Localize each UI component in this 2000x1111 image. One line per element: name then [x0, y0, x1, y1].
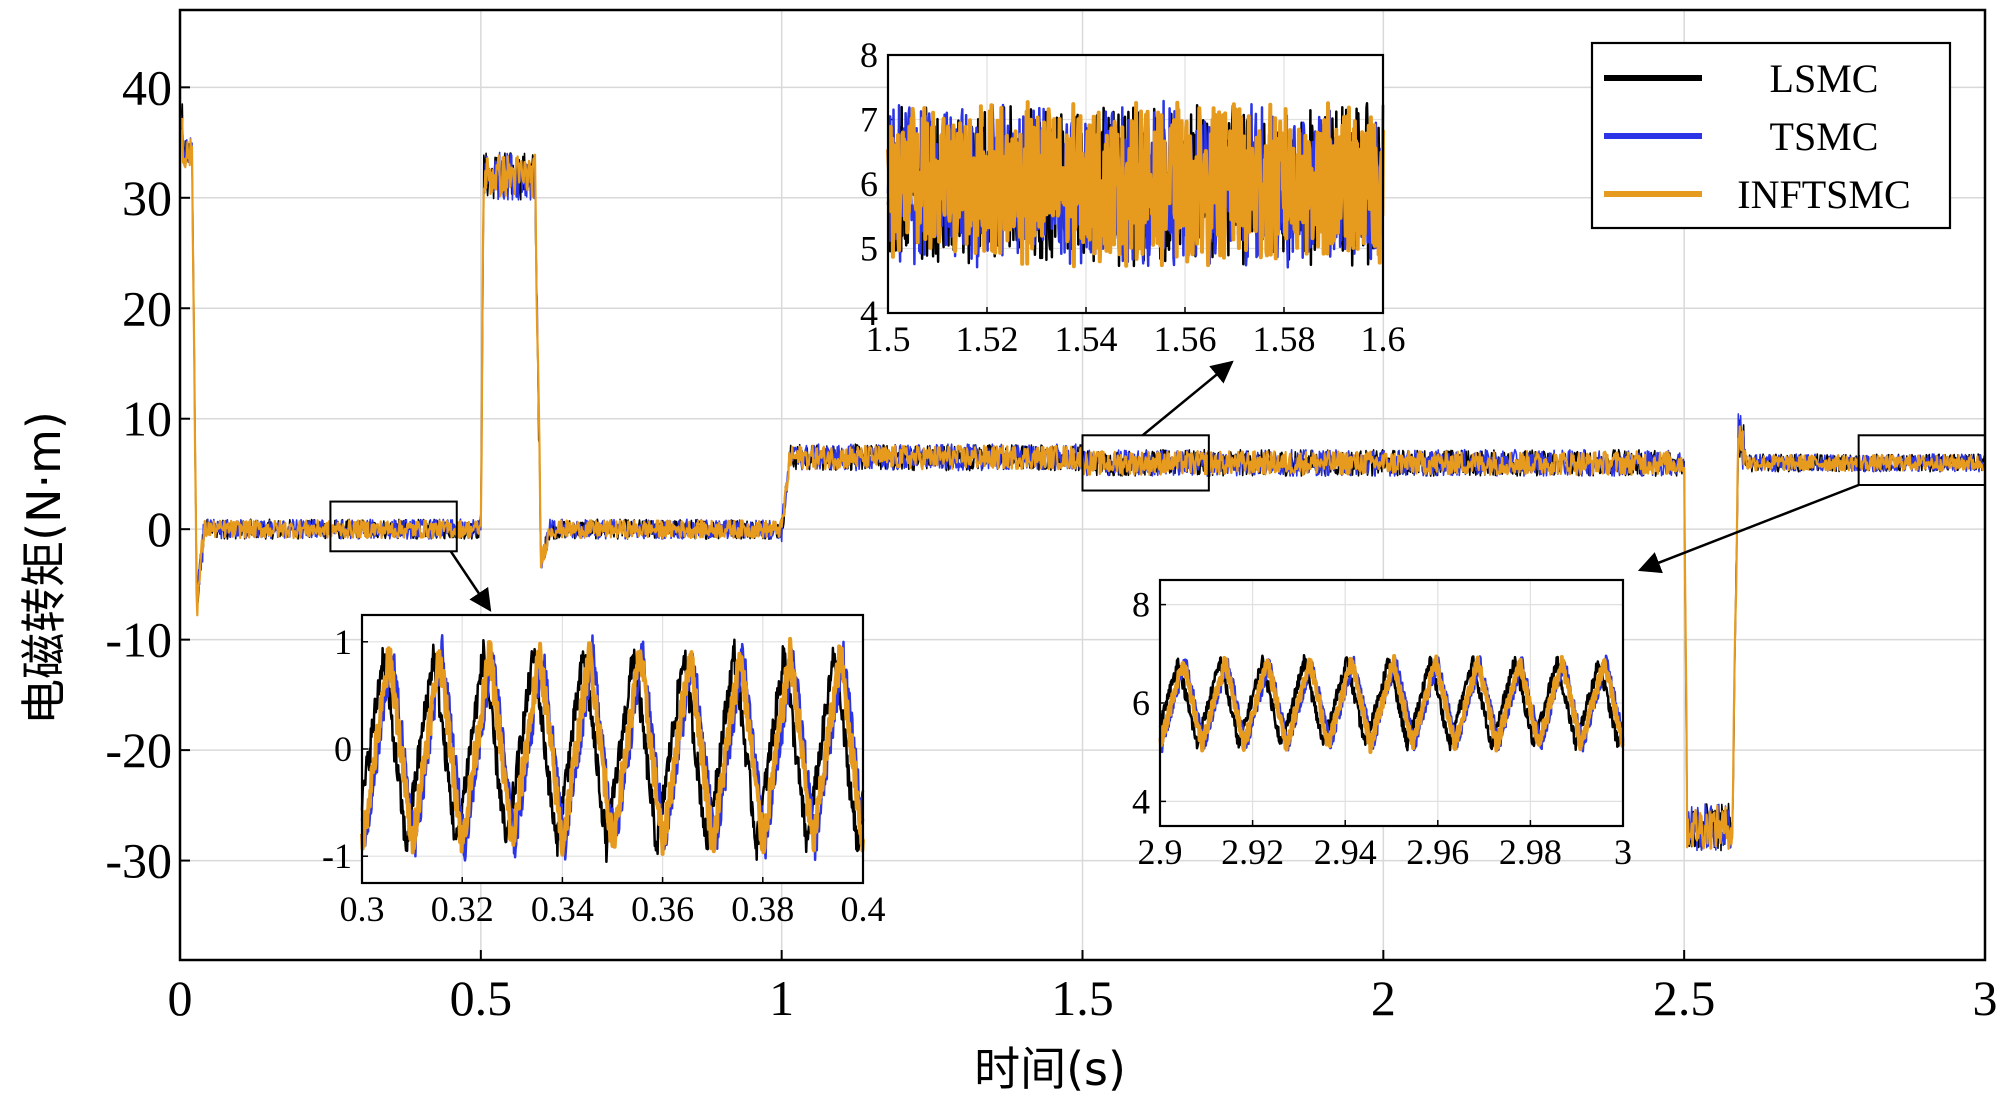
legend-label-tsmc: TSMC	[1770, 114, 1879, 159]
inset-x-tick-label: 1.6	[1361, 319, 1406, 359]
inset-x-tick-label: 1.56	[1154, 319, 1217, 359]
y-tick-label: 30	[122, 170, 172, 226]
inset-x-tick-label: 1.52	[956, 319, 1019, 359]
insets: 0.3 0.32 0.34 0.36 0.38 0.410-11.5 1.52 1.54 1.5…	[322, 35, 1632, 929]
y-tick-label: 10	[122, 391, 172, 447]
inset-x-tick-label: 1.54	[1055, 319, 1118, 359]
inset-x-tick-label: 0.38	[731, 889, 794, 929]
zoom-arrows	[449, 360, 1860, 612]
y-tick-label: -20	[105, 722, 172, 778]
inset-29-3: 2.9 2.92 2.94 2.96 2.98 3 8 6 4	[1132, 578, 1632, 872]
y-tick-label: -10	[105, 612, 172, 668]
zoom-box	[1081, 434, 1210, 492]
inset-x-tick-label: 3	[1614, 832, 1632, 872]
legend: LSMC TSMC INFTSMC	[1590, 41, 1952, 230]
x-tick-label: 0	[168, 970, 193, 1026]
y-tick-label: 0	[147, 501, 172, 557]
zoom-box	[329, 500, 458, 553]
inset-x-tick-label: 0.3	[340, 889, 385, 929]
inset-frame	[1158, 578, 1625, 828]
y-tick-label: 20	[122, 280, 172, 336]
inset-x-tick-label: 0.32	[431, 889, 494, 929]
zoom-arrow	[1637, 483, 1860, 574]
inset-series-inftsmc	[886, 100, 1385, 269]
inset-y-tick-label: 4	[1132, 781, 1150, 821]
legend-label-inftsmc: INFTSMC	[1737, 172, 1910, 217]
x-tick-label: 2.5	[1653, 970, 1716, 1026]
x-tick-label: 1.5	[1051, 970, 1114, 1026]
inset-series-inftsmc	[360, 636, 865, 857]
inset-x-tick-label: 0.34	[531, 889, 594, 929]
inset-series-lsmc	[360, 638, 865, 864]
inset-x-tick-label: 2.98	[1499, 832, 1562, 872]
zoom-arrow	[1141, 360, 1234, 437]
inset-x-tick-label: 2.92	[1221, 832, 1284, 872]
inset-frame	[360, 613, 865, 885]
inset-series-inftsmc	[1158, 654, 1625, 754]
inset-x-tick-label: 2.94	[1314, 832, 1377, 872]
inset-y-tick-label: 0	[334, 729, 352, 769]
inset-frame	[886, 53, 1385, 315]
inset-y-tick-label: 7	[860, 100, 878, 140]
inset-y-tick-label: 6	[860, 164, 878, 204]
y-axis-title: 电磁转矩(N·m)	[17, 411, 71, 725]
zoom-box	[1857, 434, 1987, 487]
y-tick-label: -30	[105, 833, 172, 889]
inset-y-tick-label: 8	[1132, 585, 1150, 625]
inset-x-tick-label: 0.36	[631, 889, 694, 929]
inset-x-tick-label: 0.4	[841, 889, 886, 929]
inset-y-tick-label: 6	[1132, 683, 1150, 723]
inset-y-tick-label: 4	[860, 293, 878, 333]
inset-15-16: 1.5 1.52 1.54 1.56 1.58 1.6 8 7 6 5 4	[860, 35, 1406, 359]
inset-x-tick-label: 2.9	[1138, 832, 1183, 872]
x-tick-label: 1	[769, 970, 794, 1026]
x-tick-label: 3	[1973, 970, 1998, 1026]
x-tick-label: 2	[1371, 970, 1396, 1026]
inset-x-tick-label: 1.5	[866, 319, 911, 359]
inset-x-tick-label: 2.96	[1406, 832, 1469, 872]
inset-x-tick-label: 1.58	[1253, 319, 1316, 359]
x-axis-title: 时间(s)	[974, 1042, 1126, 1096]
inset-03-04: 0.3 0.32 0.34 0.36 0.38 0.4 1 0 -1	[322, 613, 886, 929]
legend-label-lsmc: LSMC	[1770, 56, 1879, 101]
zoom-boxes	[329, 434, 1987, 553]
inset-y-tick-label: 1	[334, 622, 352, 662]
inset-y-tick-label: 8	[860, 35, 878, 75]
y-tick-label: 40	[122, 59, 172, 115]
zoom-arrow	[449, 550, 492, 612]
inset-y-tick-label: -1	[322, 836, 352, 876]
x-tick-label: 0.5	[450, 970, 513, 1026]
inset-y-tick-label: 5	[860, 229, 878, 269]
